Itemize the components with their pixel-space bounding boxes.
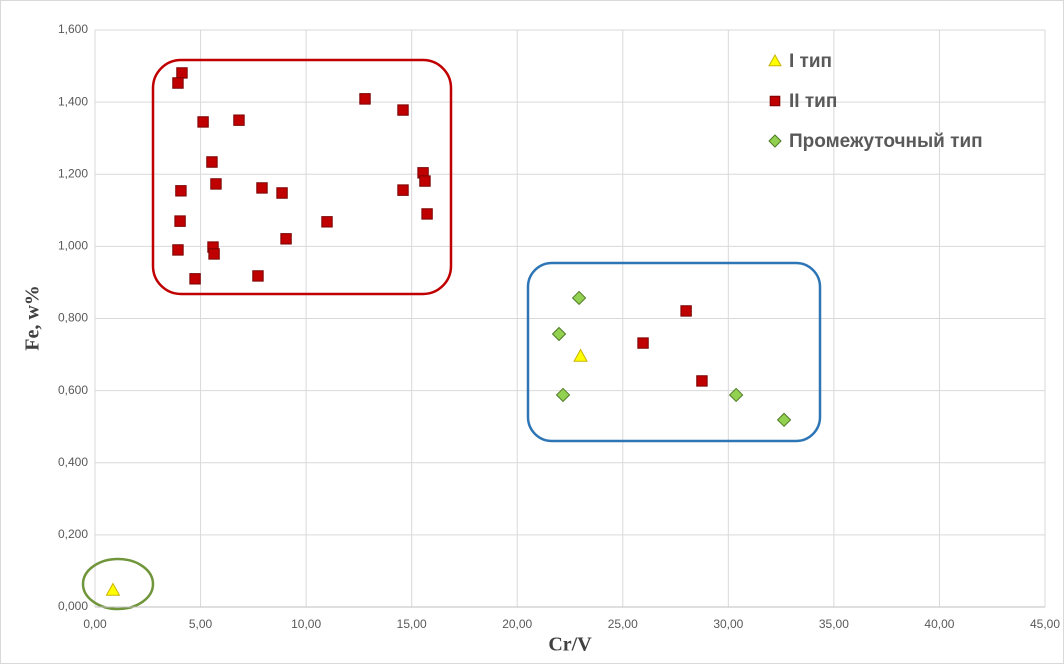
point bbox=[105, 582, 121, 596]
point bbox=[555, 387, 571, 403]
y-tick-label: 1,200 bbox=[58, 166, 88, 180]
point bbox=[276, 187, 288, 199]
point bbox=[233, 114, 245, 126]
point bbox=[419, 175, 431, 187]
point bbox=[172, 77, 184, 89]
point bbox=[551, 326, 567, 342]
point bbox=[573, 348, 588, 362]
point bbox=[197, 116, 209, 128]
x-tick-label: 40,00 bbox=[924, 617, 954, 631]
point bbox=[252, 270, 264, 282]
point bbox=[680, 305, 692, 317]
point bbox=[421, 208, 433, 220]
point bbox=[571, 290, 587, 306]
point bbox=[172, 244, 184, 256]
legend-marker bbox=[768, 134, 782, 148]
legend-label: Промежуточный тип bbox=[789, 131, 983, 152]
group-outline bbox=[526, 261, 822, 443]
point bbox=[208, 248, 220, 260]
x-tick-label: 25,00 bbox=[608, 617, 638, 631]
y-tick-label: 1,000 bbox=[58, 239, 88, 253]
point bbox=[189, 273, 201, 285]
x-tick-label: 0,00 bbox=[83, 617, 107, 631]
y-tick-label: 1,600 bbox=[58, 22, 88, 36]
point bbox=[776, 412, 792, 428]
y-tick-label: 1,400 bbox=[58, 94, 88, 108]
point bbox=[280, 233, 292, 245]
point bbox=[397, 184, 409, 196]
point bbox=[206, 156, 218, 168]
group-outline bbox=[151, 58, 453, 296]
point bbox=[210, 178, 222, 190]
x-tick-label: 15,00 bbox=[397, 617, 427, 631]
point bbox=[321, 216, 333, 228]
y-tick-label: 0,800 bbox=[58, 311, 88, 325]
point bbox=[174, 215, 186, 227]
legend-marker bbox=[769, 95, 781, 107]
x-tick-label: 5,00 bbox=[189, 617, 213, 631]
y-tick-label: 0,000 bbox=[58, 599, 88, 613]
legend-label: I тип bbox=[789, 51, 832, 72]
point bbox=[176, 67, 188, 79]
point bbox=[175, 185, 187, 197]
y-tick-label: 0,200 bbox=[58, 527, 88, 541]
y-tick-label: 0,600 bbox=[58, 383, 88, 397]
x-axis-title: Cr/V bbox=[548, 634, 592, 656]
point bbox=[696, 375, 708, 387]
point bbox=[728, 387, 744, 403]
point bbox=[359, 93, 371, 105]
group-outline bbox=[81, 557, 155, 611]
y-axis-title: Fe, w% bbox=[22, 285, 44, 351]
legend-marker bbox=[768, 53, 782, 67]
y-tick-label: 0,400 bbox=[58, 455, 88, 469]
point bbox=[256, 182, 268, 194]
x-tick-label: 10,00 bbox=[291, 617, 321, 631]
x-tick-label: 45,00 bbox=[1030, 617, 1060, 631]
x-tick-label: 35,00 bbox=[819, 617, 849, 631]
point bbox=[397, 104, 409, 116]
x-tick-label: 20,00 bbox=[502, 617, 532, 631]
point bbox=[637, 337, 649, 349]
x-tick-label: 30,00 bbox=[713, 617, 743, 631]
legend-label: II тип bbox=[789, 91, 837, 112]
